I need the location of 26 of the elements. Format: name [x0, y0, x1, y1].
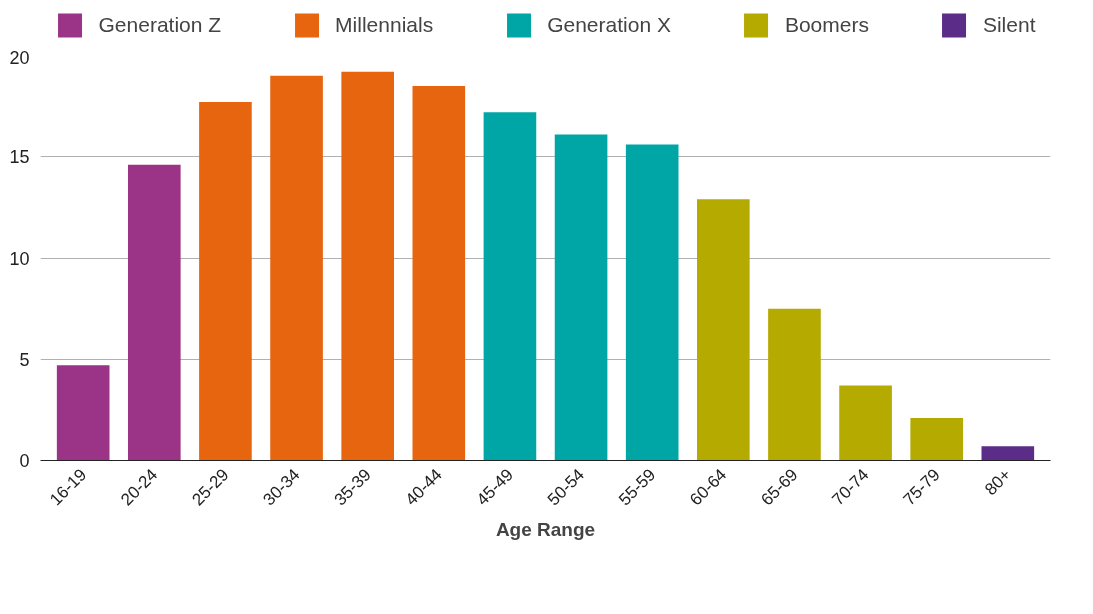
bar — [127, 164, 181, 461]
bar — [910, 417, 964, 461]
bar — [199, 102, 252, 461]
legend-label: Generation Z — [98, 13, 222, 37]
bar — [697, 199, 750, 461]
bar — [341, 71, 394, 461]
y-tick-label: 15 — [9, 147, 30, 168]
legend-label: Silent — [982, 13, 1036, 37]
x-tick-label: 80+ — [981, 465, 1015, 499]
x-axis-title: Age Range — [495, 518, 596, 540]
legend-label: Generation X — [547, 13, 671, 37]
y-tick-label: 0 — [19, 451, 30, 471]
legend-label: Millennials — [335, 13, 434, 37]
bar — [625, 144, 679, 461]
legend-label: Boomers — [784, 13, 869, 37]
bar — [839, 385, 892, 461]
bar — [483, 112, 537, 461]
bar — [981, 446, 1035, 461]
bar — [554, 134, 608, 461]
bar — [768, 308, 821, 461]
bar — [412, 85, 466, 461]
y-tick-label: 10 — [9, 248, 30, 269]
bar — [270, 75, 323, 461]
bar — [56, 365, 110, 461]
y-tick-label: 20 — [9, 47, 30, 68]
y-tick-label: 5 — [19, 349, 30, 370]
